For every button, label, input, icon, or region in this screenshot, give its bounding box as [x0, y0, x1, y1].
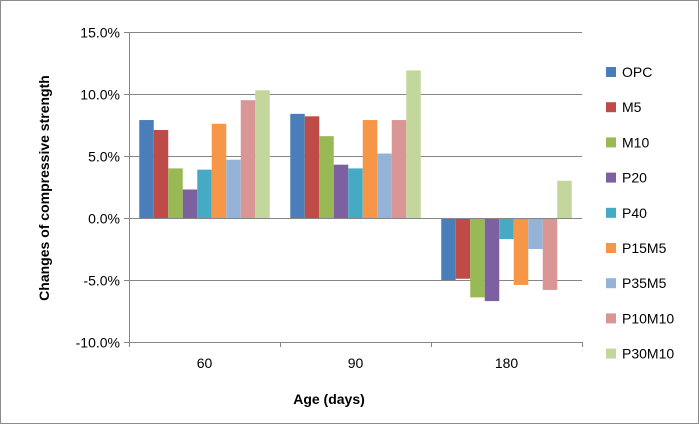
bars — [139, 70, 572, 302]
bar-p30m10-180 — [557, 180, 572, 218]
legend-label-p40: P40 — [622, 205, 647, 221]
y-tick-label: -5.0% — [83, 273, 120, 289]
legend: OPC M5 M10 P20 P40 P15M5 P35M5 P10M10 P30M10 — [606, 64, 674, 362]
bar-p15m5-60 — [211, 123, 227, 218]
legend-swatch-p30m10 — [606, 348, 616, 359]
bar-p35m5-90 — [377, 153, 392, 218]
y-axis-title: Changes of compressive strength — [36, 75, 52, 301]
legend-swatch-m5 — [606, 102, 616, 113]
legend-label-opc: OPC — [622, 64, 652, 80]
bar-p30m10-90 — [406, 70, 421, 218]
y-tick-label: 0.0% — [88, 211, 120, 227]
bar-p10m10-60 — [240, 100, 256, 218]
x-tick-label: 90 — [348, 355, 364, 371]
bar-p20-60 — [182, 189, 198, 218]
legend-swatch-p20 — [606, 172, 616, 183]
legend-swatch-m10 — [606, 137, 616, 148]
legend-label-p30m10: P30M10 — [622, 346, 674, 362]
bar-m10-60 — [168, 168, 183, 218]
bar-m10-90 — [319, 136, 334, 218]
bar-p35m5-60 — [226, 159, 241, 218]
x-axis-title: Age (days) — [293, 391, 365, 407]
legend-swatch-p10m10 — [606, 313, 616, 324]
axes: -10.0% -5.0% 0.0% 5.0% 10.0% 15.0% 60 90 180 — [76, 25, 583, 371]
legend-label-m10: M10 — [622, 134, 649, 150]
legend-label-p20: P20 — [622, 170, 647, 186]
x-tick-label: 180 — [495, 355, 519, 371]
bar-p10m10-180 — [542, 218, 558, 290]
bar-opc-90 — [290, 113, 305, 218]
legend-label-p35m5: P35M5 — [622, 275, 667, 291]
bar-p15m5-180 — [513, 218, 529, 285]
y-tick-label: 15.0% — [80, 25, 120, 41]
legend-swatch-p35m5 — [606, 278, 616, 289]
bar-p40-60 — [197, 169, 212, 218]
y-tick-label: 10.0% — [80, 87, 120, 103]
bar-m10-180 — [470, 218, 485, 298]
legend-label-p15m5: P15M5 — [622, 240, 667, 256]
bar-opc-60 — [139, 120, 154, 218]
y-tick-label: -10.0% — [76, 335, 120, 351]
bar-p20-180 — [484, 218, 500, 302]
x-tick-label: 60 — [197, 355, 213, 371]
legend-swatch-p15m5 — [606, 243, 616, 253]
bar-m5-90 — [304, 116, 320, 218]
bar-opc-180 — [441, 218, 456, 280]
bar-p35m5-180 — [528, 218, 543, 249]
bar-m5-60 — [153, 129, 169, 218]
bar-p30m10-60 — [255, 90, 270, 218]
bar-p40-180 — [499, 218, 514, 240]
legend-label-m5: M5 — [622, 99, 642, 115]
legend-swatch-p40 — [606, 207, 616, 218]
legend-swatch-opc — [606, 67, 616, 77]
bar-p40-90 — [348, 168, 363, 218]
legend-label-p10m10: P10M10 — [622, 310, 674, 326]
y-tick-label: 5.0% — [88, 149, 120, 165]
bar-p10m10-90 — [391, 120, 407, 218]
bar-p20-90 — [333, 164, 349, 218]
bar-m5-180 — [455, 218, 471, 279]
bar-p15m5-90 — [362, 120, 378, 218]
